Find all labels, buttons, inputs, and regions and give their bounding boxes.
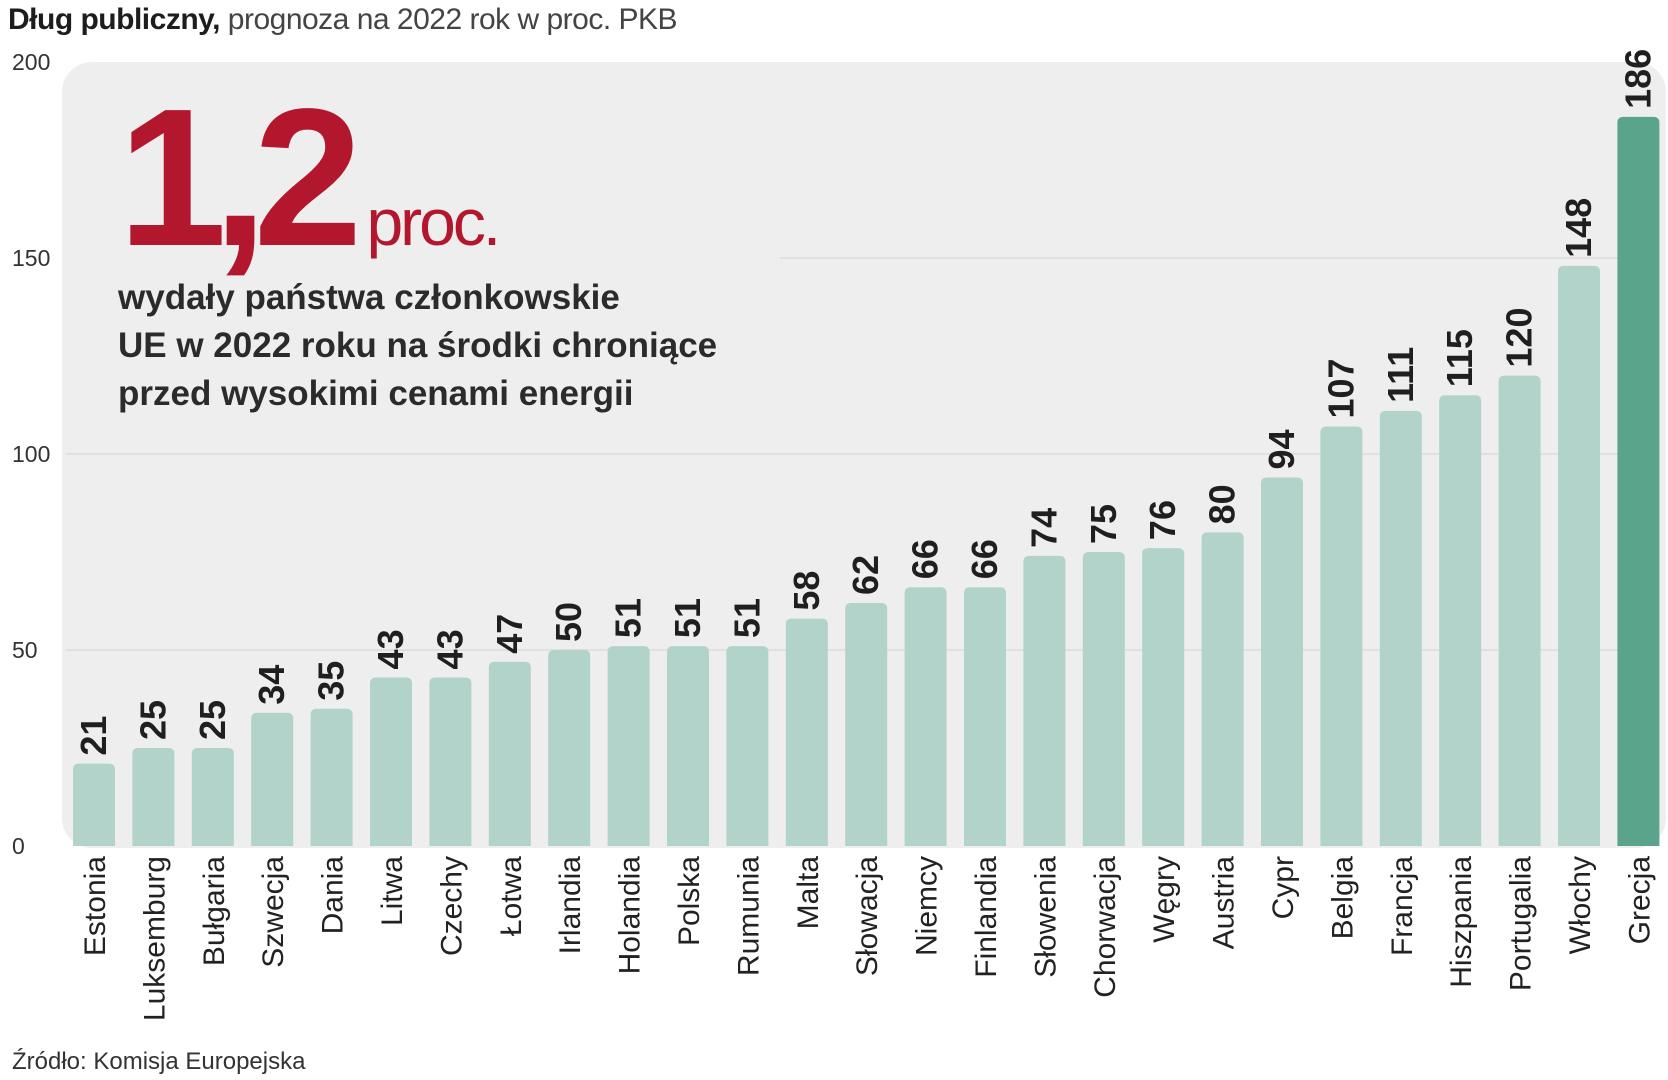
chart-title-rest: prognoza na 2022 rok w proc. PKB [219,3,678,36]
bar-cypr [1261,477,1303,846]
category-label: Hiszpania [1445,856,1478,988]
bar-dania [310,708,353,846]
bar-belgia [1320,426,1363,846]
category-label: Finlandia [970,856,1003,978]
callout-line: wydały państwa członkowskie [118,278,620,317]
callout-number: 1,2 [118,68,362,287]
category-label: Grecja [1623,856,1656,945]
bar-malta [785,618,828,846]
chart-title: Dług publiczny, prognoza na 2022 rok w p… [8,0,678,40]
value-label: 62 [845,555,886,595]
category-label: Słowacja [851,856,884,976]
bar-portugalia [1498,375,1541,846]
bar-szwecja [251,712,294,846]
category-label: Estonia [79,856,112,956]
value-label: 47 [489,614,530,654]
category-label: Łotwa [495,856,528,936]
bar-niemcy [904,587,947,846]
callout-unit: proc. [366,185,501,259]
bar-holandia [607,646,650,846]
bar-irlandia [548,650,591,846]
bar-estonia [73,763,115,846]
bar-hiszpania [1439,395,1482,846]
category-label: Austria [1208,856,1241,950]
category-label: Polska [673,856,706,946]
source-note: Źródło: Komisja Europejska [12,1048,306,1075]
category-label: Litwa [376,856,409,926]
value-label: 148 [1558,198,1599,258]
category-label: Szwecja [257,856,290,968]
y-tick-label: 150 [12,245,50,271]
bar-węgry [1142,548,1185,846]
chart-title-bold: Dług publiczny, [8,3,220,36]
bar-luksemburg [132,748,175,846]
category-label: Bułgaria [198,856,231,966]
bar-finlandia [964,587,1006,846]
category-label: Francja [1386,856,1419,956]
value-label: 50 [548,602,589,642]
value-label: 94 [1261,429,1302,469]
callout: 1,2 proc. wydały państwa członkowskie UE … [118,68,818,418]
category-label: Rumunia [732,856,765,976]
value-label: 76 [1142,500,1183,540]
bar-polska [667,646,709,846]
y-tick-label: 0 [12,833,25,859]
bar-litwa [370,677,412,846]
value-label: 80 [1202,484,1243,524]
value-label: 186 [1617,49,1658,109]
value-label: 58 [786,571,827,611]
bar-austria [1201,532,1244,846]
bar-francja [1379,410,1422,846]
category-label: Malta [792,856,825,930]
bar-bułgaria [191,748,234,846]
value-label: 25 [192,700,233,740]
value-label: 35 [311,661,352,701]
category-label: Chorwacja [1089,856,1122,998]
bar-chorwacja [1082,552,1125,846]
value-label: 25 [132,700,173,740]
category-label: Niemcy [911,856,944,956]
y-tick-label: 200 [12,49,50,75]
category-label: Słowenia [1029,856,1062,978]
callout-line: przed wysokimi cenami energii [118,374,634,413]
category-label: Cypr [1267,856,1300,919]
y-tick-label: 100 [12,441,50,467]
value-label: 75 [1083,504,1124,544]
value-label: 34 [251,665,292,705]
bar-czechy [429,677,472,846]
callout-line: UE w 2022 roku na środki chroniące [118,326,718,365]
category-label: Belgia [1326,856,1359,940]
bar-słowacja [845,602,888,846]
bar-słowenia [1023,555,1066,846]
bar-włochy [1558,265,1600,847]
category-label: Czechy [435,856,468,956]
bar-rumunia [726,646,769,846]
value-label: 120 [1499,308,1540,368]
value-label: 51 [726,598,767,638]
value-label: 21 [73,716,114,756]
category-label: Węgry [1148,856,1181,943]
y-tick-label: 50 [12,637,38,663]
bar-łotwa [488,661,531,846]
category-label: Dania [317,856,350,935]
category-label: Irlandia [554,856,587,955]
value-label: 74 [1023,508,1064,548]
callout-text: wydały państwa członkowskie UE w 2022 ro… [118,274,818,418]
category-label: Holandia [614,856,647,975]
value-label: 115 [1439,329,1480,387]
value-label: 66 [905,539,946,579]
category-label: Włochy [1564,856,1597,954]
value-label: 43 [429,629,470,669]
value-label: 66 [964,539,1005,579]
value-label: 43 [370,629,411,669]
category-label: Luksemburg [138,856,171,1021]
value-label: 51 [667,598,708,638]
bar-grecja [1617,116,1660,846]
value-label: 111 [1380,347,1421,403]
category-label: Portugalia [1505,856,1538,991]
value-label: 51 [608,598,649,638]
value-label: 107 [1320,358,1361,418]
